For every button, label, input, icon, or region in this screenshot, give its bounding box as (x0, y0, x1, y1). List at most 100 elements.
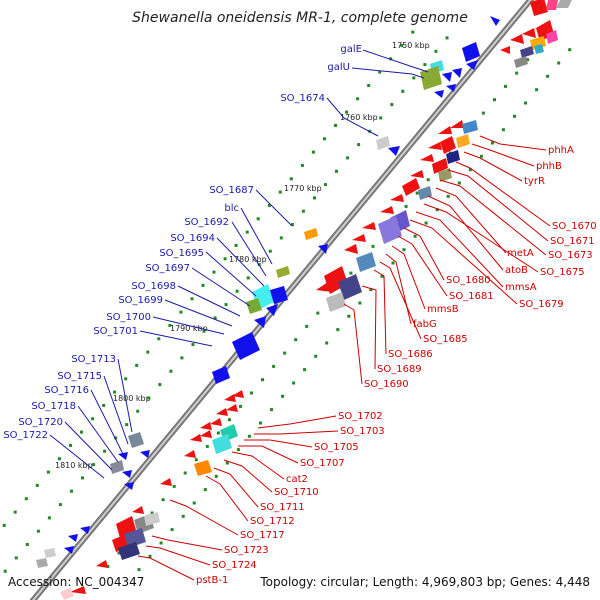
tick-dot (179, 310, 183, 314)
gene-label: SO_1720 (18, 417, 63, 428)
tick-dot (378, 70, 382, 74)
tick-dot (3, 569, 7, 573)
tick-dot (246, 276, 250, 280)
tick-dot (161, 498, 165, 502)
accession-text: Accession: NC_004347 (8, 575, 144, 589)
gene-label: cat2 (286, 474, 308, 485)
tick-dot (404, 204, 408, 208)
tick-dot (214, 474, 218, 478)
gene-label: SO_1673 (548, 250, 593, 261)
tick-dot (303, 368, 307, 372)
tick-dot (36, 529, 40, 533)
kbp-label: 1770 kbp (284, 184, 322, 193)
tick-dot (203, 488, 207, 492)
gene-label: SO_1702 (338, 411, 383, 422)
tick-dot (413, 234, 417, 238)
tick-dot (70, 489, 73, 493)
gene-label: galU (327, 62, 350, 73)
tick-dot (479, 154, 483, 158)
gene-label: SO_1698 (131, 281, 176, 292)
gene-label: SO_1689 (377, 364, 422, 375)
tick-dot (114, 436, 118, 440)
gene-label: SO_1687 (209, 185, 254, 196)
tick-dot (183, 471, 187, 475)
tick-dot (268, 249, 272, 253)
tick-dot (102, 403, 106, 407)
tick-dot (546, 74, 550, 78)
gene-label: SO_1699 (118, 295, 163, 306)
gene-label: SO_1685 (423, 334, 468, 345)
tick-dot (202, 329, 206, 333)
tick-dot (504, 84, 507, 88)
map-title: Shewanella oneidensis MR-1, complete gen… (132, 10, 468, 26)
tick-dot (289, 177, 293, 181)
tick-dot (191, 343, 195, 347)
tick-dot (358, 301, 362, 305)
tick-dot (236, 448, 240, 452)
gene-label: SO_1700 (106, 312, 151, 323)
gene-label: mmsA (505, 282, 537, 293)
gene-label: SO_1711 (260, 502, 305, 513)
gene-label: SO_1718 (31, 401, 76, 412)
tick-dot (301, 209, 305, 213)
tick-dot (316, 311, 320, 315)
gene-label: SO_1715 (57, 371, 102, 382)
forward-strand-genes (60, 0, 572, 600)
tick-dot (424, 221, 428, 225)
tick-dot (493, 98, 496, 102)
tick-dot (445, 36, 449, 40)
tick-dot (225, 461, 229, 465)
tick-dot (168, 323, 172, 327)
tick-dot (334, 123, 337, 127)
tick-dot (146, 350, 150, 354)
tick-dot (468, 168, 472, 172)
tick-dot (279, 236, 283, 240)
tick-dot (515, 71, 519, 75)
gene-label: SO_1679 (519, 299, 564, 310)
tick-dot (412, 76, 416, 80)
gene-label: SO_1694 (170, 233, 215, 244)
gene-label: SO_1697 (145, 263, 190, 274)
tick-dot (192, 501, 196, 505)
tick-dot (223, 257, 227, 261)
tick-dot (526, 58, 530, 62)
gene-label: blc (224, 203, 239, 214)
gene-label: SO_1674 (280, 93, 325, 104)
tick-dot (158, 383, 162, 387)
tick-dot (371, 244, 375, 248)
genome-summary-text: Topology: circular; Length: 4,969,803 bp… (259, 575, 590, 589)
gene-label: SO_1705 (314, 442, 359, 453)
tick-dot (250, 391, 253, 395)
tick-dot (58, 503, 62, 507)
tick-dot (390, 103, 394, 107)
gene-label: tyrR (524, 176, 545, 187)
kbp-label: 1780 kbp (229, 255, 267, 264)
reverse-gene-labels (49, 49, 429, 479)
tick-dot (91, 417, 95, 421)
tick-dot (239, 404, 242, 408)
tick-dot (46, 470, 50, 474)
tick-dot (346, 156, 350, 160)
kbp-label: 1760 kbp (340, 113, 378, 122)
forward-gene-labels (137, 135, 551, 581)
gene-label: atoB (505, 265, 528, 276)
gene-label: SO_1712 (250, 516, 295, 527)
gene-label: mmsB (427, 304, 459, 315)
tick-dot (446, 194, 450, 198)
tick-dot (137, 568, 141, 572)
tick-dot (157, 337, 161, 341)
gene-label: SO_1713 (71, 354, 116, 365)
gene-label: SO_1671 (550, 236, 595, 247)
tick-dot (349, 271, 353, 275)
tick-dot (294, 338, 298, 342)
tick-dot (535, 88, 539, 92)
forward-gene-label-text: phhA phhB tyrR SO_1670 SO_1671 SO_1673 m… (196, 145, 597, 586)
reverse-gene-label-text: galE galU SO_1674 SO_1687 blc SO_1692 SO… (3, 44, 362, 441)
tick-dot (117, 551, 121, 555)
tick-dot (205, 444, 209, 448)
tick-dot (292, 381, 296, 385)
tick-dot (391, 261, 395, 265)
tick-dot (227, 418, 231, 422)
tick-dot (224, 303, 228, 307)
